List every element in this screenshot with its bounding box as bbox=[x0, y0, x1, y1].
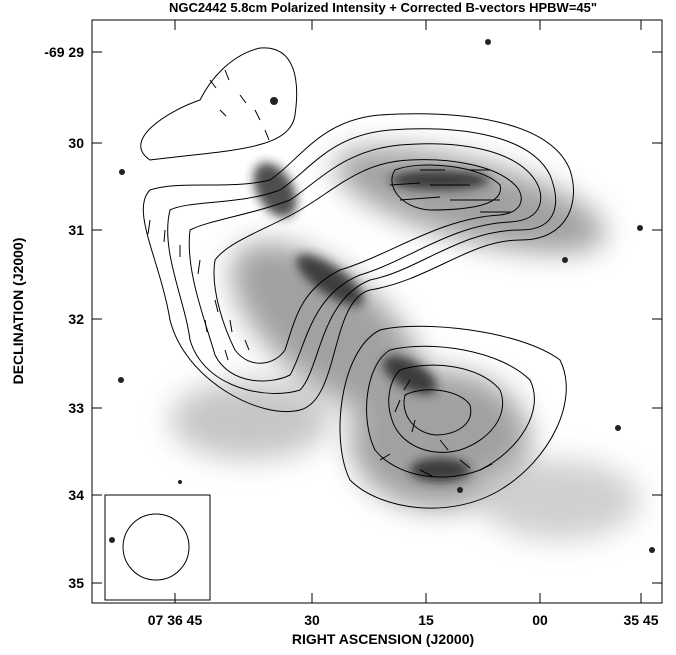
x-tick-label: 07 36 45 bbox=[148, 612, 203, 628]
x-tick-label: 30 bbox=[304, 612, 320, 628]
beam bbox=[104, 494, 211, 601]
y-tick-label: 35 bbox=[68, 575, 84, 591]
x-axis-label: RIGHT ASCENSION (J2000) bbox=[292, 631, 474, 647]
x-tick-label: 00 bbox=[532, 612, 548, 628]
y-tick-label: 32 bbox=[68, 311, 84, 327]
plot-frame bbox=[91, 19, 663, 604]
contours bbox=[140, 47, 574, 509]
title: NGC2442 5.8cm Polarized Intensity + Corr… bbox=[169, 0, 597, 15]
y-tick-label: 34 bbox=[68, 487, 84, 503]
galaxy-image bbox=[109, 39, 655, 553]
y-tick-label: 33 bbox=[68, 400, 84, 416]
tick-marks bbox=[92, 20, 662, 603]
x-tick-label: 35 45 bbox=[623, 612, 658, 628]
b-vectors bbox=[147, 69, 510, 477]
x-tick-label: 15 bbox=[418, 612, 434, 628]
y-axis-label: DECLINATION (J2000) bbox=[10, 238, 26, 385]
y-tick-label: 30 bbox=[68, 135, 84, 151]
y-tick-label: 31 bbox=[68, 222, 84, 238]
y-tick-label: -69 29 bbox=[44, 44, 84, 60]
